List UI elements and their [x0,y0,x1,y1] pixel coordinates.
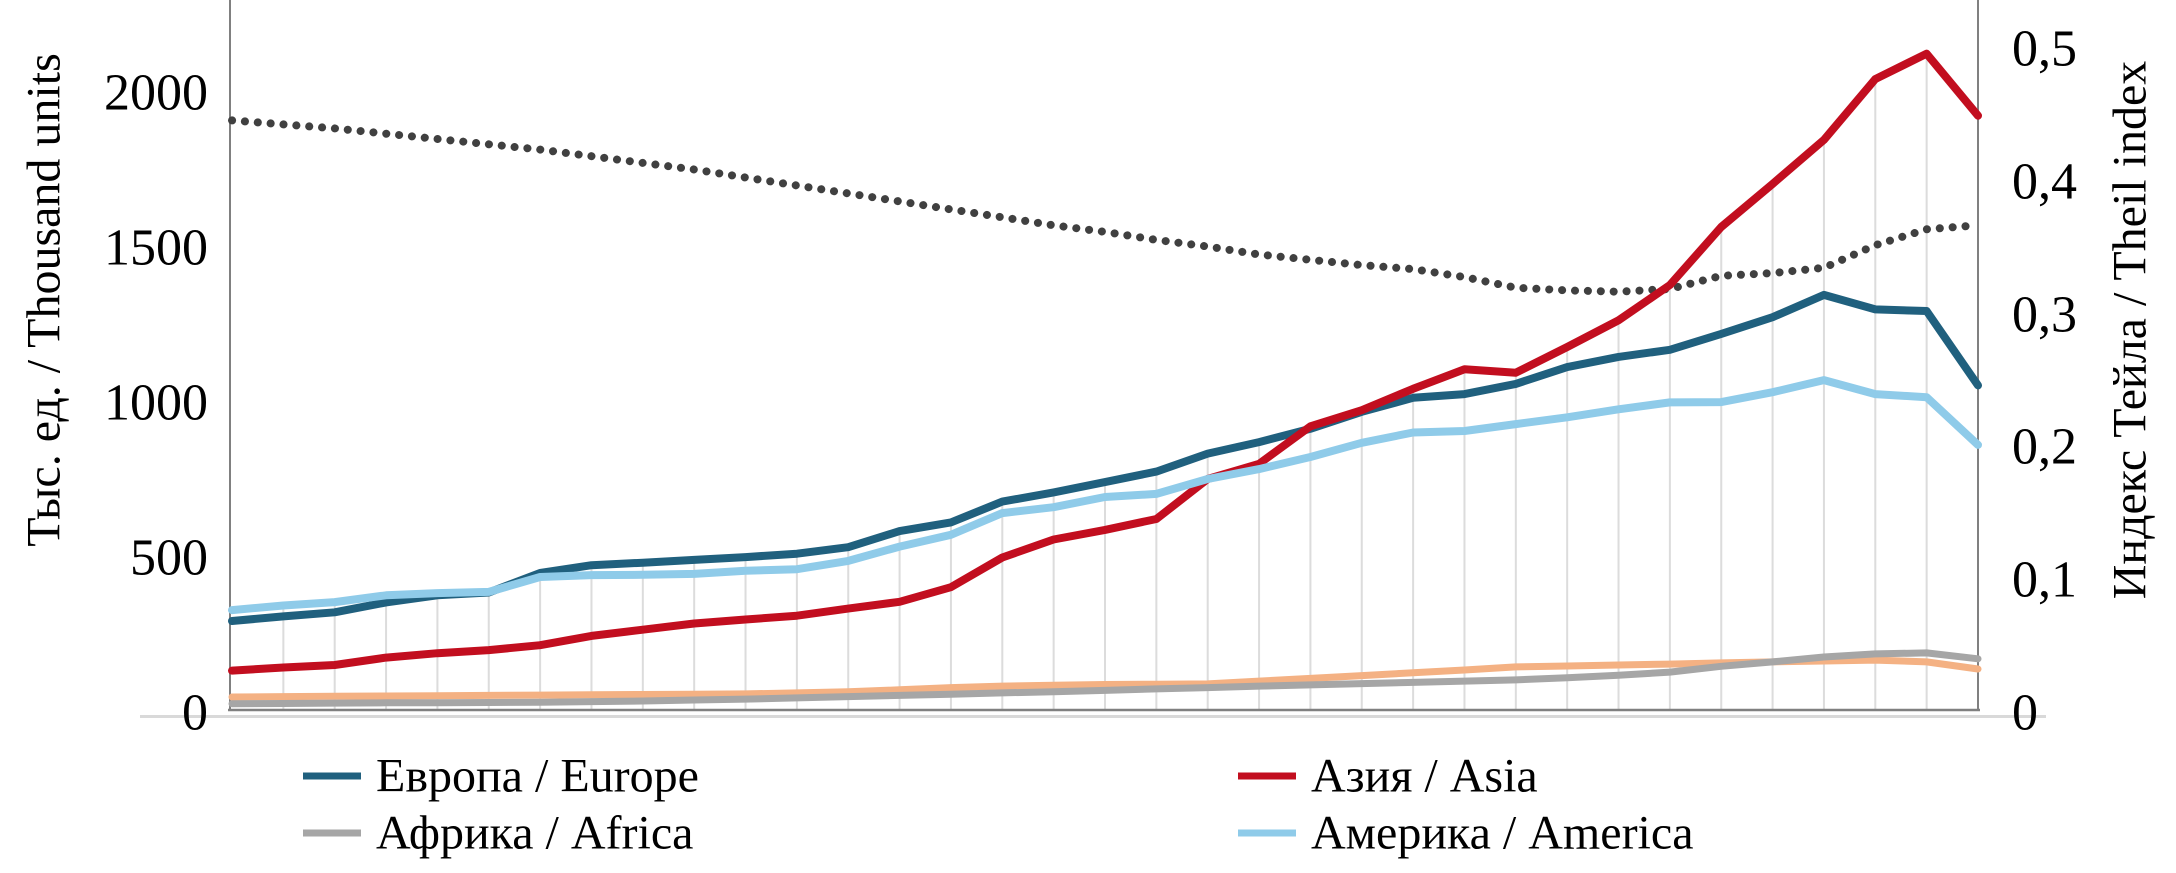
y-right-tick-0,1: 0,1 [2012,551,2077,609]
y-left-tick-1000: 1000 [104,374,208,432]
series-theil-line [228,116,1982,296]
legend-label-america: Америка / America [1311,806,1694,860]
legend-swatch-europe [303,772,361,780]
y-axis-right-title: Индекс Тейла / Theil index [2103,60,2157,600]
y-left-tick-500: 500 [130,529,208,587]
y-left-tick-2000: 2000 [104,64,208,122]
y-right-tick-0: 0 [2012,684,2038,742]
legend-label-europe: Европа / Europe [376,749,699,803]
y-right-tick-0,4: 0,4 [2012,153,2077,211]
legend-item-america: Америка / America [1238,806,1694,861]
series-america-line [228,376,1982,615]
series-asia-line [228,49,1982,675]
legend-swatch-asia [1238,772,1296,780]
series-africa-line [228,649,1982,708]
legend-label-asia: Азия / Asia [1311,749,1538,803]
y-right-tick-0,3: 0,3 [2012,285,2077,343]
legend-item-asia: Азия / Asia [1238,749,1538,804]
legend-label-africa: Африка / Africa [376,806,694,860]
legend-swatch-africa [303,829,361,837]
series-orange-unlabeled-line [228,656,1982,701]
y-axis-left-title: Тыс. ед. / Thousand units [17,53,71,547]
y-left-tick-1500: 1500 [104,219,208,277]
y-right-tick-0,2: 0,2 [2012,418,2077,476]
y-right-tick-0,5: 0,5 [2012,20,2077,78]
y-left-tick-0: 0 [182,684,208,742]
legend-item-europe: Европа / Europe [303,749,699,804]
legend-item-africa: Африка / Africa [303,806,693,861]
legend-swatch-america [1238,829,1296,837]
